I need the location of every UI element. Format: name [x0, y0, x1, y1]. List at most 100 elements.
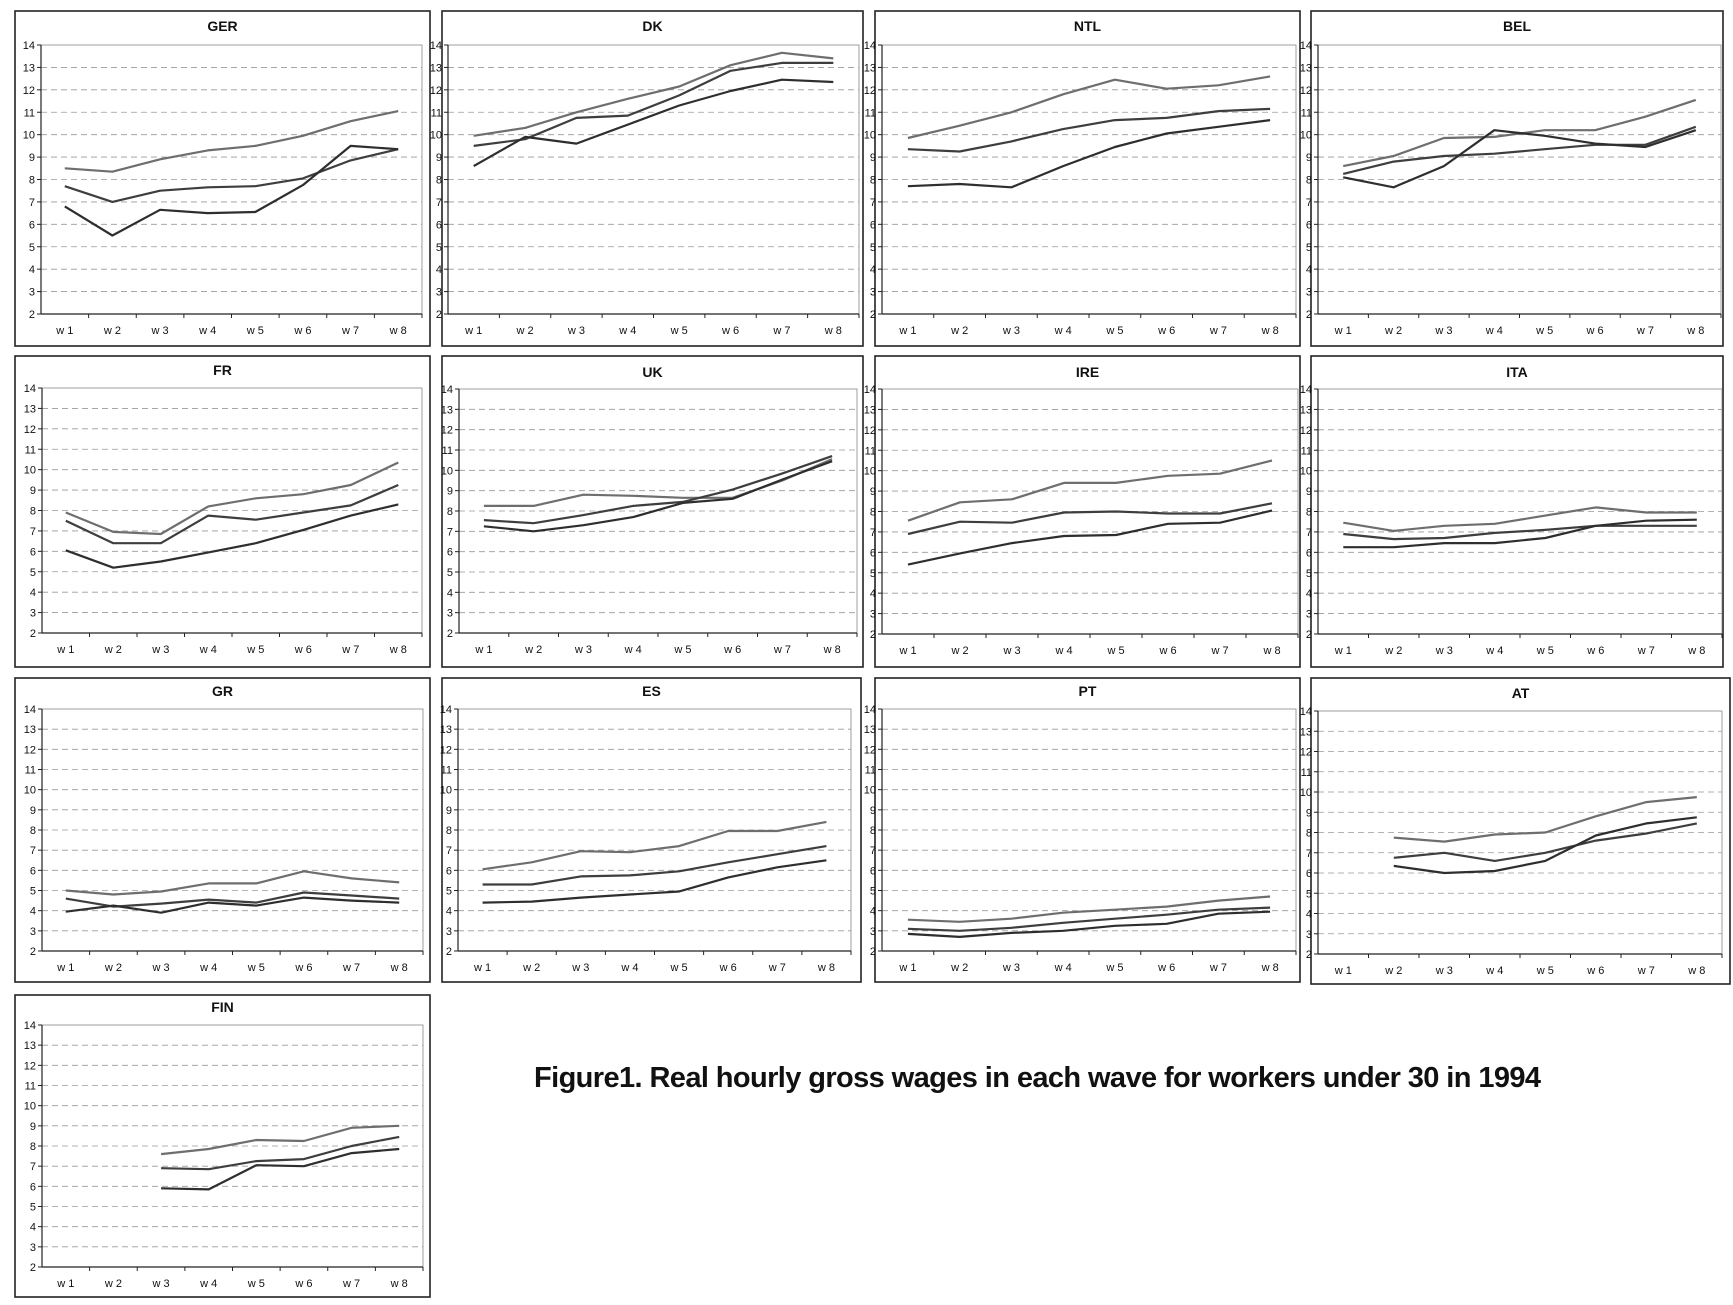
x-tick-label: w 2: [1384, 645, 1402, 657]
series-line-3: [473, 78, 834, 168]
y-tick-label: 8: [1306, 828, 1312, 840]
y-tick-label: 14: [864, 384, 876, 396]
x-tick-label: w 6: [293, 325, 311, 337]
y-tick-label: 3: [436, 287, 442, 299]
y-tick-label: 10: [1300, 130, 1312, 142]
y-tick-label: 5: [446, 886, 452, 898]
chart-title: BEL: [1503, 18, 1531, 34]
x-tick-label: w 3: [152, 1278, 170, 1290]
y-tick-label: 5: [30, 1202, 36, 1214]
y-tick-label: 10: [1300, 787, 1312, 799]
x-tick-label: w 8: [1261, 962, 1279, 974]
y-tick-label: 9: [436, 152, 442, 164]
x-tick-label: w 3: [1435, 965, 1453, 977]
x-tick-label: w 8: [1687, 645, 1705, 657]
x-tick-label: w 7: [1637, 965, 1655, 977]
y-tick-label: 11: [865, 445, 876, 457]
y-tick-label: 14: [1300, 706, 1312, 718]
y-tick-label: 5: [870, 242, 876, 254]
chart-panel-ger: GER 2 3 4 5 6 7 8 9 10 11 12 13 14 w 1 w 2 w 3 w 4 w 5 w 6 w…: [14, 10, 431, 347]
panel-frame: [441, 10, 864, 347]
x-tick-label: w 5: [1106, 645, 1124, 657]
y-tick-label: 3: [30, 608, 36, 620]
x-tick-label: w 7: [1637, 645, 1655, 657]
y-tick-label: 2: [30, 1262, 36, 1274]
panel-frame: [14, 10, 431, 347]
y-tick-label: 10: [24, 785, 36, 797]
y-tick-label: 4: [1306, 264, 1312, 276]
chart-title: PT: [1079, 683, 1097, 699]
y-tick-label: 2: [29, 309, 35, 321]
y-tick-label: 14: [24, 383, 36, 395]
x-tick-label: w 1: [898, 325, 916, 337]
x-tick-label: w 3: [571, 962, 589, 974]
series-line-3: [907, 119, 1271, 189]
y-tick-label: 4: [29, 264, 35, 276]
chart-panel-ire: IRE 2 3 4 5 6 7 8 9 10 11 12 13 14 w 1 w 2 w 3 w 4 w 5 w 6 w…: [864, 355, 1301, 668]
y-tick-label: 6: [446, 865, 452, 877]
x-tick-label: w 4: [624, 644, 642, 656]
y-tick-label: 7: [29, 197, 35, 209]
series-line-2: [1343, 524, 1697, 541]
x-tick-label: w 4: [1054, 645, 1072, 657]
y-tick-label: 12: [430, 85, 442, 97]
y-tick-label: 2: [30, 946, 36, 958]
x-tick-label: w 3: [567, 325, 585, 337]
series-line-1: [160, 1124, 400, 1156]
x-tick-label: w 1: [56, 644, 74, 656]
y-tick-label: 2: [870, 309, 876, 321]
y-tick-label: 7: [436, 197, 442, 209]
y-tick-label: 9: [1306, 486, 1312, 498]
chart-title: IRE: [1076, 364, 1099, 380]
x-tick-label: w 6: [294, 644, 312, 656]
chart-title: ES: [642, 683, 661, 699]
chart-title: FR: [213, 362, 232, 378]
x-tick-label: w 6: [1586, 965, 1604, 977]
series-line-2: [907, 107, 1271, 153]
panel-frame: [874, 10, 1301, 347]
x-tick-label: w 3: [152, 962, 170, 974]
y-tick-label: 14: [1300, 40, 1312, 52]
series-line-3: [1342, 129, 1697, 189]
y-tick-label: 5: [447, 567, 453, 579]
y-tick-label: 11: [1301, 107, 1312, 119]
y-tick-label: 13: [23, 62, 35, 74]
x-tick-label: w 2: [104, 644, 122, 656]
x-tick-label: w 5: [670, 962, 688, 974]
chart-panel-ita: ITA 2 3 4 5 6 7 8 9 10 11 12 13 14 w 1 w 2 w 3 w 4 w 5 w 6 w…: [1300, 355, 1724, 668]
x-tick-label: w 6: [1158, 645, 1176, 657]
y-tick-label: 5: [1306, 568, 1312, 580]
series-line-3: [65, 896, 400, 914]
y-tick-label: 9: [30, 1121, 36, 1133]
chart-title: GR: [212, 683, 233, 699]
y-tick-label: 14: [864, 40, 876, 52]
y-tick-label: 2: [436, 309, 442, 321]
y-tick-label: 14: [440, 704, 452, 716]
y-tick-label: 5: [1306, 242, 1312, 254]
y-tick-label: 7: [1306, 527, 1312, 539]
y-tick-label: 7: [1306, 848, 1312, 860]
y-tick-label: 6: [1306, 219, 1312, 231]
x-tick-label: w 8: [389, 644, 407, 656]
x-tick-label: w 3: [151, 644, 169, 656]
y-tick-label: 3: [1306, 609, 1312, 621]
x-tick-label: w 5: [1536, 965, 1554, 977]
x-tick-label: w 5: [673, 644, 691, 656]
y-tick-label: 11: [865, 107, 876, 119]
y-tick-label: 10: [864, 130, 876, 142]
y-tick-label: 2: [1306, 309, 1312, 321]
series-line-2: [483, 455, 833, 525]
x-tick-label: w 8: [390, 1278, 408, 1290]
y-tick-label: 9: [870, 486, 876, 498]
x-tick-label: w 2: [1384, 965, 1402, 977]
x-tick-label: w 1: [898, 962, 916, 974]
y-tick-label: 5: [29, 242, 35, 254]
x-tick-label: w 8: [1686, 325, 1704, 337]
x-tick-label: w 4: [620, 962, 638, 974]
y-tick-label: 11: [441, 765, 452, 777]
x-tick-label: w 2: [516, 325, 534, 337]
x-tick-label: w 8: [824, 325, 842, 337]
x-tick-label: w 2: [950, 325, 968, 337]
series-line-3: [1343, 518, 1697, 549]
y-tick-label: 6: [30, 1181, 36, 1193]
